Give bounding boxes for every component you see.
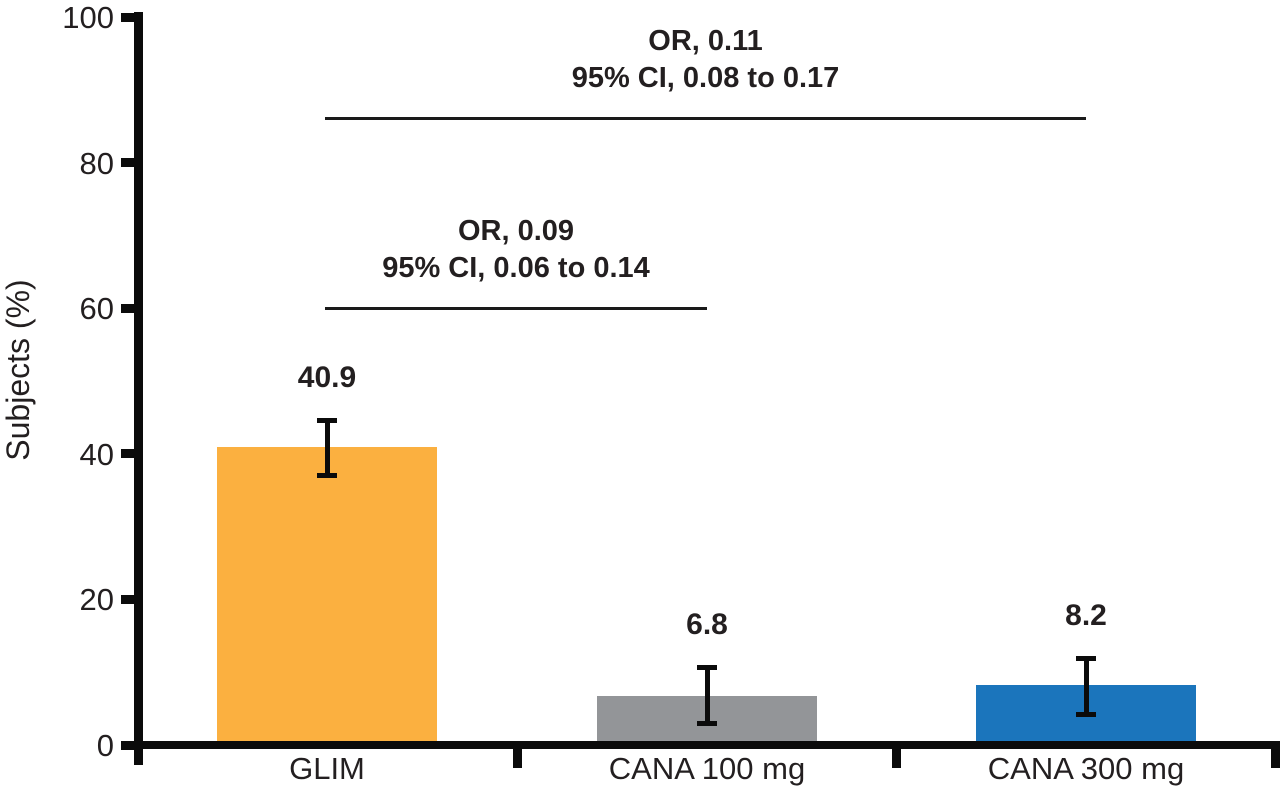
bar-value-label-cana-100-mg: 6.8 bbox=[686, 607, 728, 641]
x-category-label-glim: GLIM bbox=[289, 751, 365, 786]
y-tick-20 bbox=[121, 594, 135, 604]
y-tick-label-100: 100 bbox=[62, 0, 114, 35]
error-bar-cap-bottom-cana-100-mg bbox=[697, 721, 717, 727]
annotation-rule-1 bbox=[325, 306, 707, 310]
x-axis-end-tick bbox=[1271, 741, 1280, 768]
annotation-or-label-1: OR, 0.09 bbox=[457, 214, 575, 247]
error-bar-cap-top-cana-100-mg bbox=[697, 664, 717, 670]
x-category-label-cana-300-mg: CANA 300 mg bbox=[987, 751, 1185, 786]
y-tick-label-0: 0 bbox=[96, 728, 114, 763]
annotation-or-label-2: OR, 0.11 bbox=[648, 24, 763, 57]
y-axis-line bbox=[134, 12, 143, 765]
annotation-ci-label-1: 95% CI, 0.06 to 0.14 bbox=[382, 251, 650, 284]
y-tick-label-20: 20 bbox=[79, 582, 114, 618]
error-bar-cana-300-mg bbox=[1083, 656, 1089, 718]
error-bar-cap-bottom-cana-300-mg bbox=[1076, 712, 1096, 718]
bar-value-label-cana-300-mg: 8.2 bbox=[1065, 599, 1107, 633]
bar-glim bbox=[217, 447, 437, 745]
bar-value-label-glim: 40.9 bbox=[297, 361, 357, 395]
annotation-ci-label-2: 95% CI, 0.08 to 0.17 bbox=[571, 61, 840, 94]
x-category-label-cana-100-mg: CANA 100 mg bbox=[608, 751, 806, 786]
y-tick-40 bbox=[121, 449, 135, 459]
y-tick-100 bbox=[121, 12, 135, 22]
y-tick-80 bbox=[121, 158, 135, 168]
error-bar-cap-top-glim bbox=[317, 418, 337, 424]
error-bar-cana-100-mg bbox=[704, 664, 710, 727]
y-axis-title: Subjects (%) bbox=[0, 279, 36, 461]
x-divider-tick-2 bbox=[892, 741, 901, 768]
y-tick-60 bbox=[121, 303, 135, 313]
x-divider-tick-1 bbox=[512, 741, 522, 768]
error-bar-cap-top-cana-300-mg bbox=[1076, 656, 1096, 662]
y-tick-0 bbox=[121, 740, 135, 750]
annotation-rule-2 bbox=[325, 116, 1086, 120]
x-axis-line bbox=[134, 741, 1280, 749]
error-bar-glim bbox=[324, 418, 330, 478]
y-tick-label-60: 60 bbox=[79, 291, 114, 327]
y-tick-label-80: 80 bbox=[79, 145, 114, 181]
error-bar-cap-bottom-glim bbox=[317, 472, 337, 478]
y-tick-label-40: 40 bbox=[79, 436, 114, 472]
